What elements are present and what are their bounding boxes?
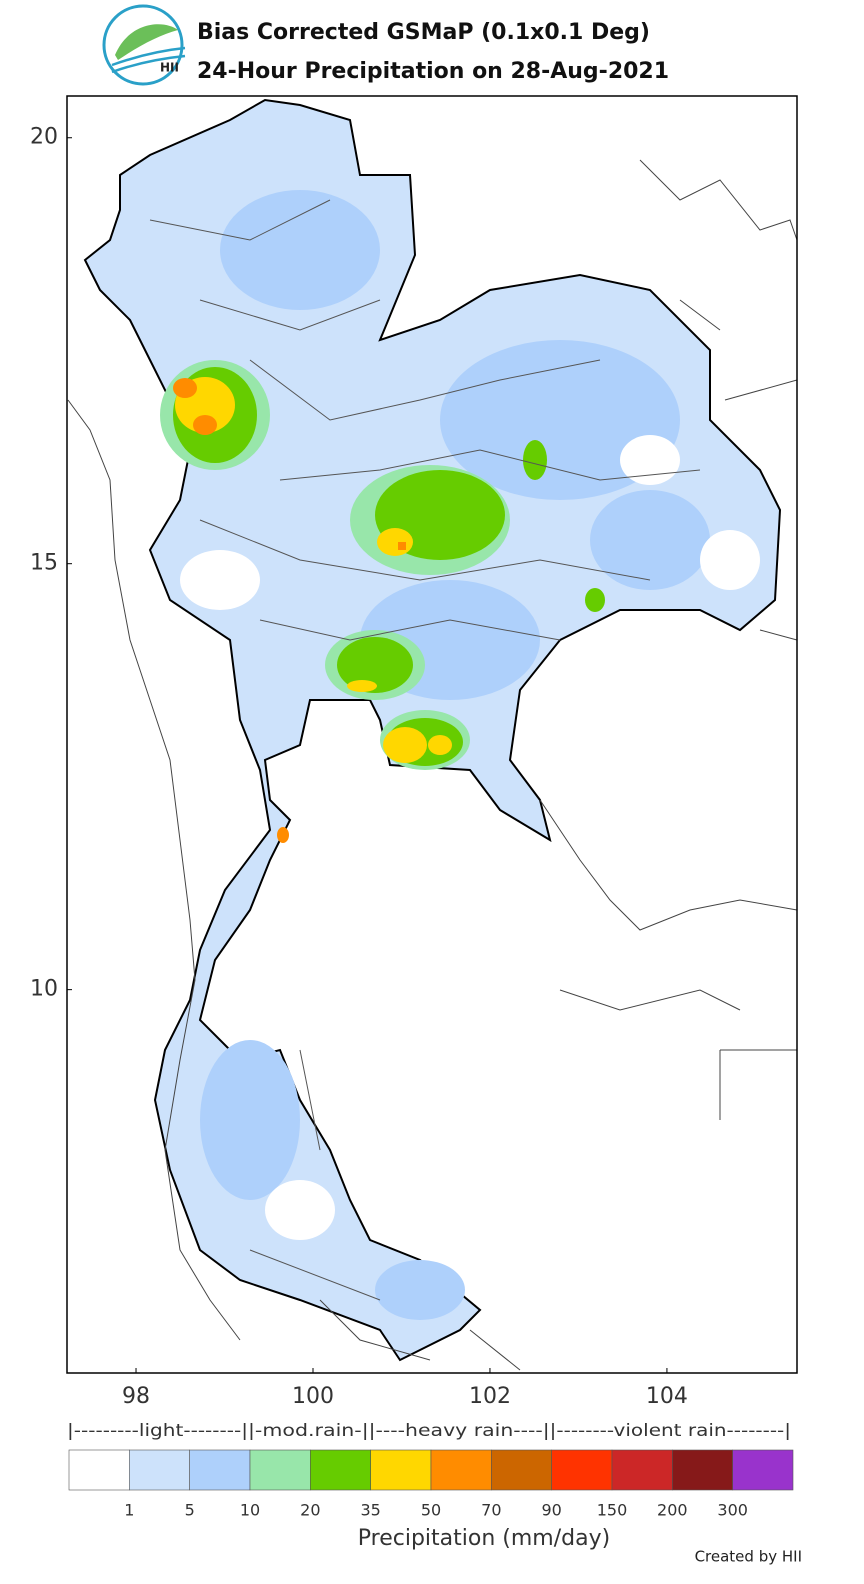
legend-tick-label: 200	[657, 1501, 688, 1520]
legend-tick-label: 1	[124, 1501, 134, 1520]
legend-tick-label: 150	[597, 1501, 628, 1520]
logo: HII	[102, 4, 186, 86]
dry-areas	[180, 435, 760, 1240]
credit: Created by HII	[695, 1548, 802, 1566]
neighbor-coastlines	[67, 159, 798, 1371]
color-box	[249, 1449, 311, 1491]
legend: Precipitation (mm/day) 1 5 10 20 35 50 70 90 150…	[67, 1421, 794, 1551]
title: Bias Corrected GSMaP (0.1x0.1 Deg)	[197, 20, 650, 45]
legend-tick-label: 5	[185, 1501, 195, 1520]
x-tick-label: 104	[646, 1384, 688, 1409]
x-tick-label: 102	[469, 1384, 511, 1409]
subtitle: 24-Hour Precipitation on 28-Aug-2021	[197, 59, 669, 84]
orange-areas	[173, 378, 406, 843]
color-box	[672, 1449, 733, 1491]
color-box	[611, 1449, 673, 1491]
map-frame	[66, 95, 798, 1374]
category-label: |--------violent rain--------|	[550, 1421, 791, 1441]
logo-text: HII	[160, 61, 179, 75]
legend-tick-label: 70	[481, 1501, 501, 1520]
color-box	[491, 1449, 552, 1491]
y-tick-label: 10	[30, 977, 58, 1002]
color-box	[732, 1449, 794, 1491]
color-box	[129, 1449, 190, 1491]
map-layer	[66, 95, 798, 1374]
category-label: |-mod.rain-|	[248, 1421, 369, 1441]
x-tick-label: 98	[122, 1384, 150, 1409]
legend-tick-label: 10	[240, 1501, 260, 1520]
color-box	[430, 1449, 492, 1491]
legend-label: Precipitation (mm/day)	[358, 1526, 610, 1551]
color-box	[551, 1449, 613, 1491]
x-tick-label: 100	[292, 1384, 334, 1409]
legend-tick-label: 20	[300, 1501, 320, 1520]
province-borders	[149, 199, 701, 1301]
color-box	[310, 1449, 371, 1491]
y-tick-label: 20	[30, 125, 58, 150]
ticks: 98 100 102 104 20 15 10	[30, 125, 688, 1409]
y-tick-label: 15	[30, 551, 58, 576]
category-label: |---------light--------|	[67, 1421, 248, 1441]
color-box	[370, 1449, 432, 1491]
color-box	[68, 1449, 130, 1491]
legend-tick-label: 35	[360, 1501, 380, 1520]
color-box	[189, 1449, 251, 1491]
legend-tick-label: 90	[541, 1501, 561, 1520]
legend-tick-label: 300	[717, 1501, 748, 1520]
legend-tick-label: 50	[421, 1501, 441, 1520]
category-label: |----heavy rain----|	[369, 1421, 550, 1441]
